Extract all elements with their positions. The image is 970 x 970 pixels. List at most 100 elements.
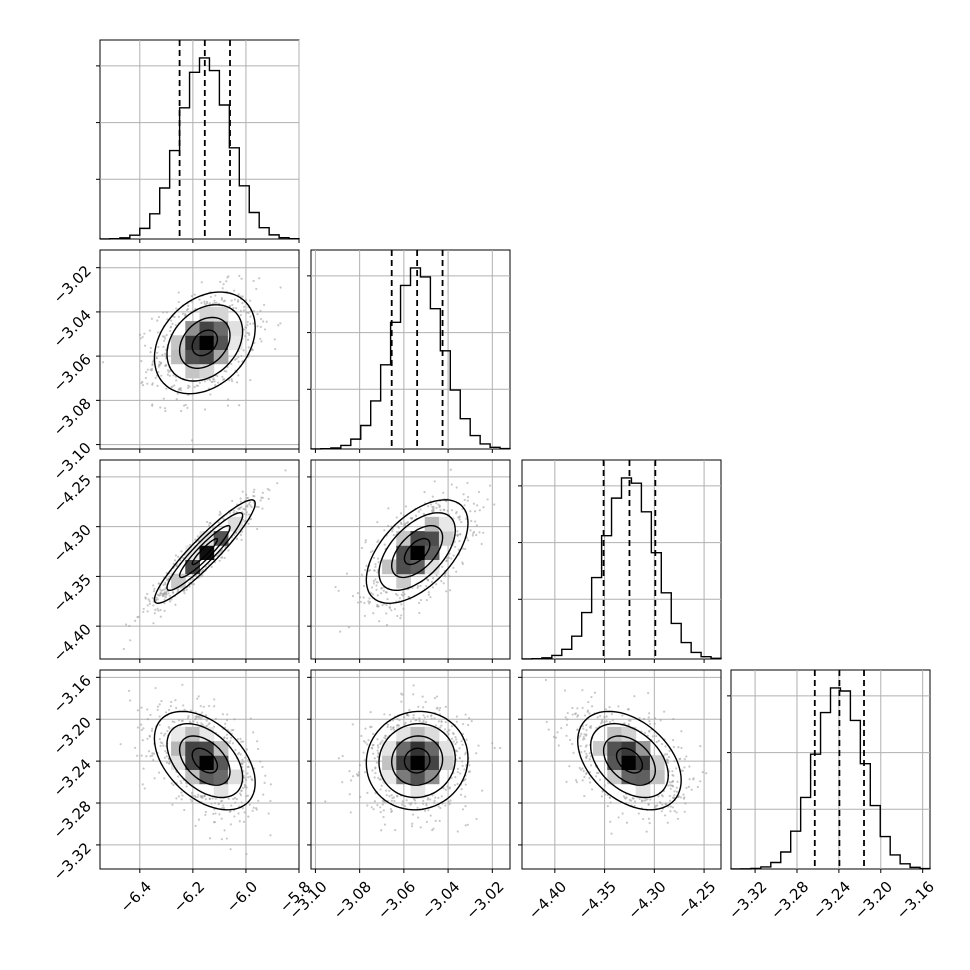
scatter-point xyxy=(380,829,383,832)
density-cell xyxy=(185,545,200,560)
scatter-point xyxy=(367,569,370,573)
scatter-point xyxy=(437,796,440,800)
scatter-point xyxy=(663,814,667,817)
scatter-point xyxy=(493,746,496,750)
scatter-point xyxy=(210,565,213,569)
scatter-point xyxy=(668,794,671,798)
scatter-point xyxy=(590,788,594,791)
scatter-point xyxy=(642,717,646,721)
scatter-point xyxy=(213,698,216,701)
scatter-point xyxy=(240,801,243,804)
scatter-point xyxy=(640,800,644,803)
scatter-point xyxy=(194,824,197,827)
scatter-point xyxy=(582,727,585,730)
scatter-point xyxy=(230,378,233,381)
scatter-point xyxy=(205,719,208,722)
scatter-point xyxy=(588,752,591,755)
scatter-point xyxy=(163,407,167,410)
density-cell xyxy=(199,335,215,350)
scatter-point xyxy=(668,749,671,752)
scatter-point xyxy=(414,514,418,517)
scatter-point xyxy=(475,752,478,755)
scatter-point xyxy=(174,324,178,327)
scatter-point xyxy=(172,374,175,377)
scatter-point xyxy=(430,717,433,720)
scatter-point xyxy=(356,591,360,595)
scatter-point xyxy=(177,300,180,304)
scatter-point xyxy=(491,742,494,745)
scatter-point xyxy=(459,533,462,536)
scatter-point xyxy=(203,408,207,411)
scatter-point xyxy=(334,585,337,589)
scatter-point xyxy=(376,804,379,807)
hist-step-3 xyxy=(730,687,931,870)
scatter-point xyxy=(249,717,252,720)
scatter-point xyxy=(233,815,236,818)
scatter-point xyxy=(557,744,560,747)
scatter-point xyxy=(676,780,679,783)
scatter-point xyxy=(475,533,478,537)
scatter-point xyxy=(152,622,155,625)
scatter-point xyxy=(454,545,457,549)
scatter-point xyxy=(648,720,651,723)
scatter-point xyxy=(622,795,625,798)
scatter-point xyxy=(388,606,391,609)
scatter-point xyxy=(238,404,241,407)
scatter-point xyxy=(598,778,602,781)
scatter-point xyxy=(348,793,351,796)
scatter-point xyxy=(222,806,226,810)
scatter-point xyxy=(259,309,262,312)
scatter-point xyxy=(214,717,218,720)
scatter-point xyxy=(142,610,145,614)
xtick-label-3-4: −3.16 xyxy=(893,878,938,923)
scatter-point xyxy=(197,793,200,796)
scatter-point xyxy=(213,821,216,824)
scatter-point xyxy=(180,409,183,413)
scatter-point xyxy=(221,375,224,378)
scatter-point xyxy=(649,798,652,801)
scatter-point xyxy=(672,745,675,749)
scatter-point xyxy=(264,774,267,777)
scatter-point xyxy=(664,753,667,756)
scatter-point xyxy=(382,809,385,812)
density-cell xyxy=(213,321,229,336)
scatter-point xyxy=(442,787,445,790)
scatter-point xyxy=(439,806,442,810)
density-cell xyxy=(227,769,243,785)
scatter-point xyxy=(259,760,262,763)
scatter-point xyxy=(427,505,430,508)
scatter-point xyxy=(376,571,379,574)
scatter-point xyxy=(390,809,394,813)
density-cell xyxy=(213,741,229,756)
scatter-point xyxy=(172,591,175,595)
scatter-point xyxy=(190,294,193,298)
scatter-point xyxy=(467,539,470,542)
scatter-point xyxy=(239,497,242,500)
scatter-point xyxy=(249,322,252,325)
scatter-point xyxy=(565,734,568,737)
scatter-point xyxy=(162,397,165,400)
scatter-point xyxy=(175,307,178,310)
scatter-point xyxy=(152,758,155,762)
scatter-point xyxy=(249,775,252,778)
scatter-point xyxy=(208,521,211,525)
scatter-point xyxy=(431,586,434,589)
scatter-point xyxy=(196,535,199,538)
scatter-point xyxy=(445,590,448,593)
scatter-point xyxy=(418,717,421,720)
scatter-point xyxy=(376,605,379,608)
scatter-point xyxy=(579,768,583,771)
scatter-point xyxy=(176,775,180,778)
scatter-point xyxy=(164,593,168,596)
xtick-label-3-1: −3.28 xyxy=(767,878,812,923)
scatter-point xyxy=(220,817,223,820)
scatter-point xyxy=(245,513,248,516)
scatter-point xyxy=(101,361,105,364)
scatter-point xyxy=(433,799,436,802)
scatter-point xyxy=(403,593,406,596)
scatter-point xyxy=(259,317,263,321)
scatter-point xyxy=(474,520,477,523)
scatter-point xyxy=(670,784,673,787)
scatter-point xyxy=(371,769,374,772)
scatter-point xyxy=(453,540,456,543)
